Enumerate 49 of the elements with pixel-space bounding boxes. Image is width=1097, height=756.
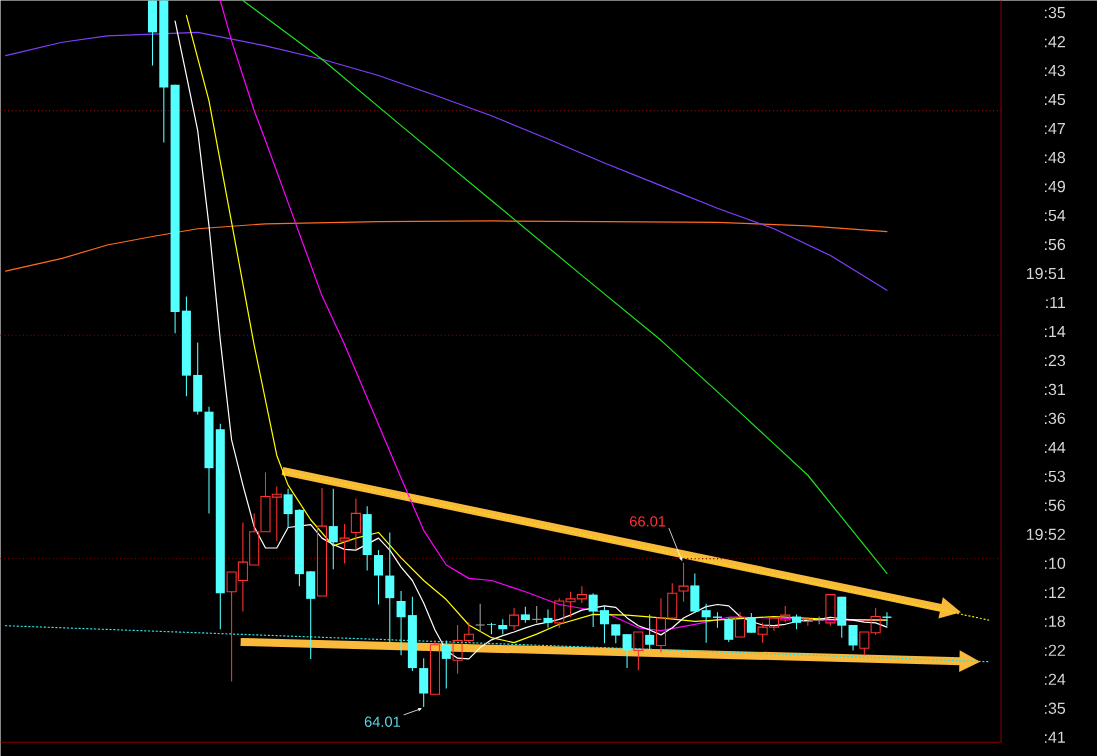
text: :35 [1045,6,1066,19]
candlestick [328,488,338,570]
text: :22 [1045,644,1065,656]
annotation: 66.01 [630,516,666,527]
text: :53 [1045,470,1066,482]
text: :48 [1045,151,1066,164]
candlestick [622,633,632,669]
candlestick [599,605,609,644]
candlestick [543,608,553,629]
text: :35 [1045,702,1066,714]
text: :56 [1045,499,1066,511]
candlestick [724,617,734,643]
text: :54 [1045,209,1066,221]
text: :43 [1045,64,1066,77]
candlestick [814,615,825,625]
text: :14 [1045,325,1066,337]
candlestick [385,531,395,644]
candlestick [350,497,361,550]
text: :41 [1045,731,1065,743]
candlestick [645,613,655,651]
text: :10 [1045,557,1066,569]
candlestick [611,623,621,644]
candlestick [701,603,711,644]
text: :45 [1045,93,1066,105]
text: :49 [1045,180,1065,193]
text: :44 [1045,441,1066,453]
candlestick [441,639,451,689]
candlestick [746,612,756,634]
candlestick [475,603,486,633]
text: :23 [1045,354,1066,366]
text: :56 [1045,238,1066,251]
text: :11 [1046,296,1065,308]
candlestick [678,562,689,603]
candlestick [283,488,293,528]
text: :42 [1045,35,1065,48]
text: :31 [1045,383,1065,395]
text: :47 [1045,122,1065,134]
candlestick [848,624,858,651]
candlestick [588,592,598,628]
text: :36 [1045,412,1066,424]
text: 19:52 [1026,528,1065,540]
text: :18 [1045,615,1066,627]
text: 64.01 [364,716,401,727]
candlestick [509,607,520,631]
text: :12 [1045,586,1065,598]
candlestick [373,549,383,605]
candlestick [396,590,406,656]
text: :24 [1045,673,1066,685]
text: 19:51 [1026,267,1065,279]
